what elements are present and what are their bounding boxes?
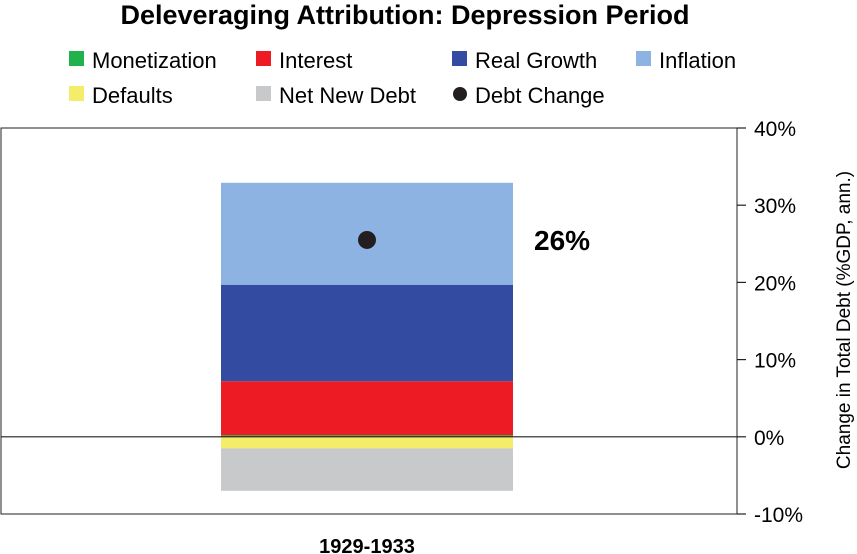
y-axis: 40% 30% 20% 10% 0% -10% — [737, 118, 803, 527]
legend-label-interest: Interest — [279, 48, 352, 73]
bar-segment-defaults — [221, 436, 513, 449]
legend-item-interest: Interest — [256, 48, 352, 73]
legend-item-defaults: Defaults — [69, 83, 173, 108]
legend-item-inflation: Inflation — [636, 48, 736, 73]
plot-frame — [0, 127, 738, 515]
category-label: 1929-1933 — [319, 536, 415, 554]
y-tick-label: 20% — [754, 272, 796, 295]
bar-segment-monetization — [221, 435, 513, 437]
debt-change-points: 26% — [358, 225, 590, 256]
legend: Monetization Interest Real Growth Inflation… — [69, 48, 736, 108]
legend-label-monetization: Monetization — [92, 48, 217, 73]
legend-swatch-net-new-debt — [256, 86, 271, 101]
y-tick-label: 0% — [754, 427, 784, 450]
y-tick-label: -10% — [754, 504, 803, 527]
legend-swatch-inflation — [636, 51, 651, 66]
legend-label-net-new-debt: Net New Debt — [279, 83, 416, 108]
x-axis: 1929-1933 — [319, 536, 415, 554]
bar-segment-real-growth — [221, 284, 513, 382]
data-label-debt-change: 26% — [534, 225, 590, 256]
chart-title: Deleveraging Attribution: Depression Per… — [120, 0, 689, 30]
point-debt-change — [358, 230, 376, 249]
legend-marker-debt-change — [453, 87, 467, 101]
y-tick-label: 40% — [754, 118, 796, 141]
bar-stack — [221, 182, 513, 491]
legend-item-debt-change: Debt Change — [453, 83, 605, 108]
legend-swatch-real-growth — [452, 51, 467, 66]
legend-swatch-defaults — [69, 86, 84, 101]
legend-label-real-growth: Real Growth — [475, 48, 597, 73]
bar-segment-interest — [221, 381, 513, 436]
legend-item-net-new-debt: Net New Debt — [256, 83, 416, 108]
legend-label-debt-change: Debt Change — [475, 83, 605, 108]
bar-segment-net-new-debt — [221, 448, 513, 491]
y-tick-label: 10% — [754, 350, 796, 373]
y-axis-label: Change in Total Debt (%GDP, ann.) — [834, 171, 855, 469]
legend-label-defaults: Defaults — [92, 83, 173, 108]
legend-label-inflation: Inflation — [659, 48, 736, 73]
legend-item-monetization: Monetization — [69, 48, 217, 73]
legend-swatch-monetization — [69, 51, 84, 66]
legend-swatch-interest — [256, 51, 271, 66]
y-tick-label: 30% — [754, 195, 796, 218]
legend-item-real-growth: Real Growth — [452, 48, 597, 73]
